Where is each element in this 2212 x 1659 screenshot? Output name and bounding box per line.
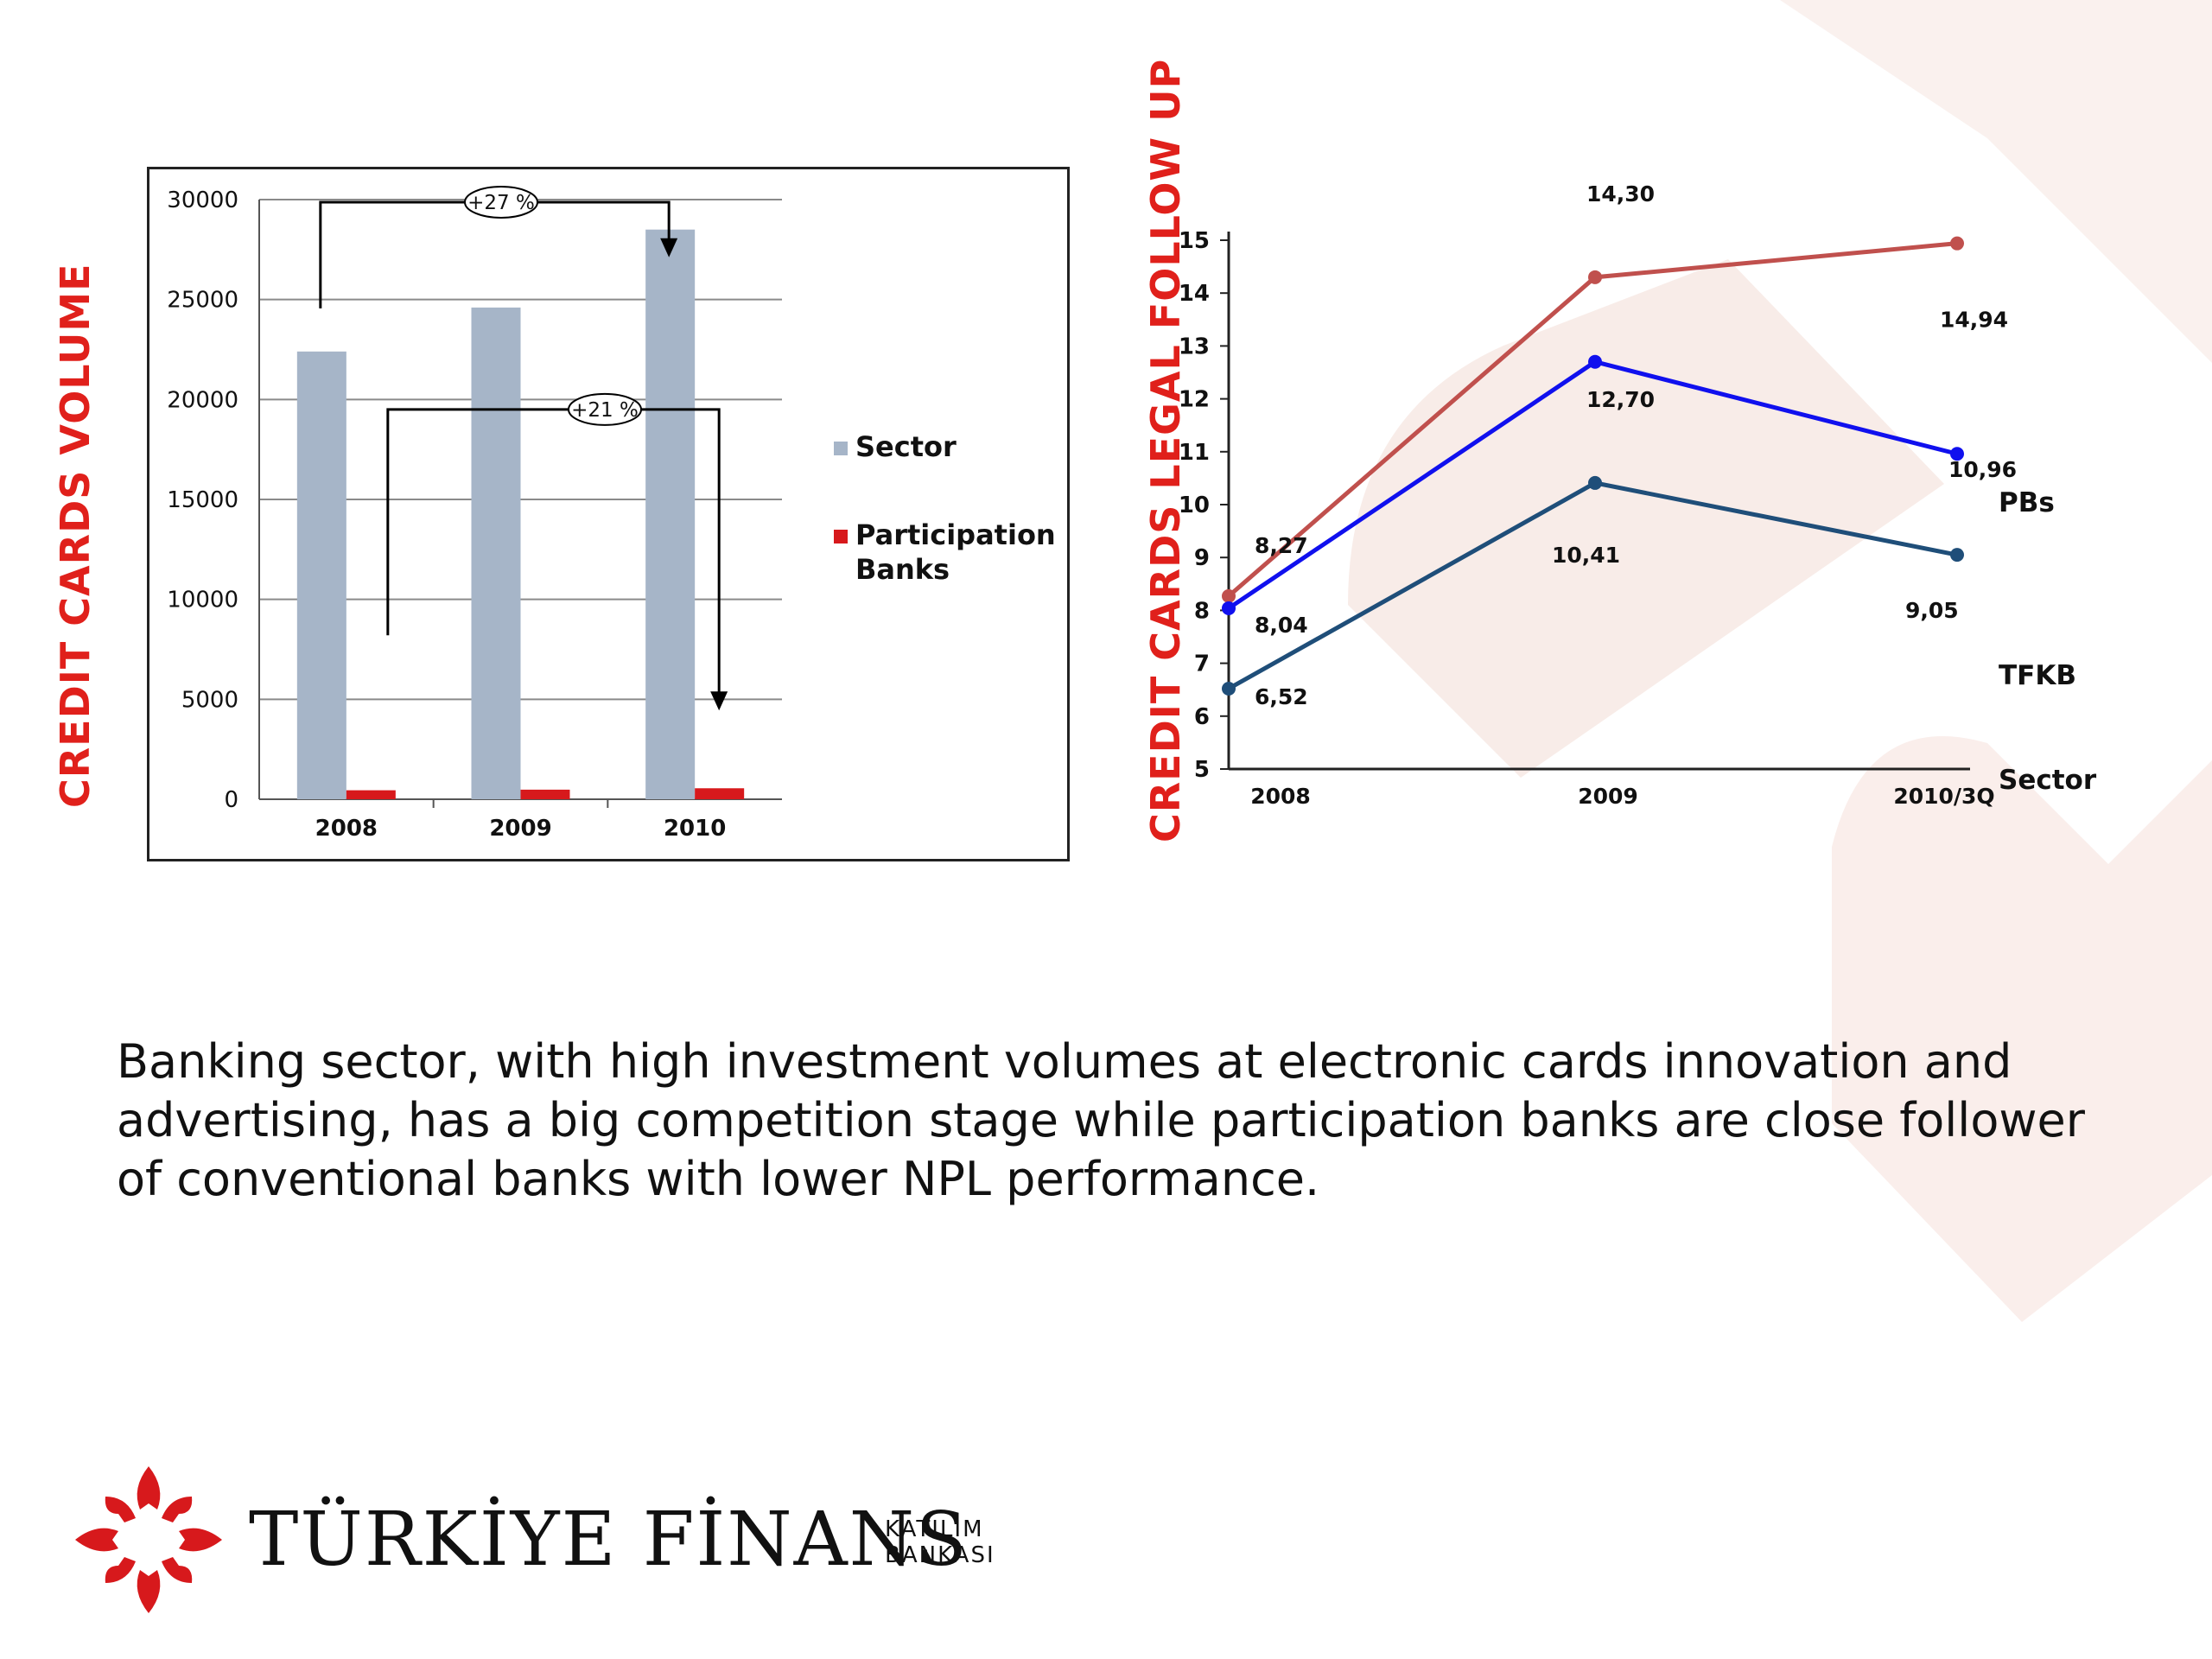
point-pbs <box>1222 588 1236 603</box>
legend-label-participation-line1: Participation <box>855 518 1056 551</box>
y-tick-label: 11 <box>1179 440 1210 466</box>
y-tick-label: 15000 <box>167 487 238 513</box>
data-label-tfkb: 8,04 <box>1255 613 1308 638</box>
data-label-sector: 9,05 <box>1905 598 1959 623</box>
point-sector <box>1950 548 1964 563</box>
y-tick-label: 25000 <box>167 288 238 314</box>
y-tick-label: 10000 <box>167 588 238 613</box>
caption-text: Banking sector, with high investment vol… <box>117 1034 2085 1206</box>
point-sector <box>1222 681 1236 696</box>
data-label-tfkb: 12,70 <box>1586 387 1655 412</box>
series-label-sector: Sector <box>1999 765 2097 796</box>
legal-chart: 5 6 7 8 9 10 11 12 13 14 15 2008 2009 2010/3Q 8,27 14,3… <box>1179 181 2097 809</box>
x-tick-label: 2008 <box>315 816 378 842</box>
brand-subtitle-line1: KATILIM <box>885 1516 984 1542</box>
y-tick-label: 9 <box>1194 545 1210 571</box>
y-tick-label: 13 <box>1179 334 1210 359</box>
data-label-pbs: 14,30 <box>1586 181 1655 207</box>
point-pbs <box>1950 236 1964 251</box>
brand-subtitle-line2: BANKASI <box>885 1542 995 1568</box>
legend-label-participation-line2: Banks <box>855 553 950 586</box>
volume-chart-title: CREDIT CARDS VOLUME <box>52 263 99 808</box>
x-tick-label: 2010/3Q <box>1893 784 1994 809</box>
x-tick-label: 2010 <box>664 816 726 842</box>
bar-sector <box>645 229 696 799</box>
bar-sector <box>471 307 521 799</box>
annotation-sector-growth: +27 % <box>467 192 535 214</box>
data-label-sector: 10,41 <box>1552 543 1620 568</box>
bar-participation-banks <box>346 790 396 799</box>
annotation-participation-growth: +21 % <box>571 399 639 422</box>
x-tick-label: 2009 <box>1578 784 1638 809</box>
annotation-bubble <box>568 392 642 426</box>
arrowhead <box>710 691 728 711</box>
y-tick-label: 8 <box>1194 598 1210 624</box>
volume-chart-frame <box>147 167 1070 861</box>
line-sector <box>1227 480 1958 691</box>
data-label-sector: 6,52 <box>1255 684 1308 709</box>
y-tick-label: 10 <box>1179 493 1210 518</box>
arrowhead <box>660 238 678 257</box>
y-tick-label: 12 <box>1179 387 1210 413</box>
y-tick-label: 20000 <box>167 387 238 413</box>
bar-participation-banks <box>695 788 745 799</box>
legend-label-sector: Sector <box>855 430 957 463</box>
y-tick-label: 15 <box>1179 228 1210 254</box>
y-tick-label: 5000 <box>181 687 238 713</box>
series-label-tfkb: TFKB <box>1999 660 2076 691</box>
data-label-tfkb: 10,96 <box>1948 457 2017 482</box>
brand-subtitle: KATILIM BANKASI <box>885 1516 995 1568</box>
x-tick-label: 2008 <box>1250 784 1311 809</box>
bar-sector <box>296 351 346 799</box>
series-label-pbs: PBs <box>1999 487 2055 518</box>
legend-swatch-sector <box>834 442 848 455</box>
turkiye-finans-logo-icon <box>75 1466 222 1613</box>
point-tfkb <box>1588 354 1602 369</box>
y-tick-label: 30000 <box>167 188 238 213</box>
brand-name: TÜRKİYE FİNANS <box>249 1497 969 1583</box>
y-tick-label: 5 <box>1194 757 1210 783</box>
point-sector <box>1588 475 1602 490</box>
y-tick-label: 14 <box>1179 281 1210 307</box>
point-tfkb <box>1222 601 1236 615</box>
data-label-pbs: 8,27 <box>1255 533 1308 558</box>
annotation-bubble <box>464 186 538 219</box>
volume-chart: 0 5000 10000 15000 20000 25000 30000 2008 2009 20… <box>167 186 1056 842</box>
y-tick-label: 0 <box>224 787 238 813</box>
x-tick-label: 2009 <box>489 816 551 842</box>
data-label-pbs: 14,94 <box>1940 308 2008 333</box>
bar-participation-banks <box>520 789 570 799</box>
point-tfkb <box>1950 447 1964 461</box>
y-tick-label: 6 <box>1194 704 1210 730</box>
growth-arrow-participation <box>386 408 721 702</box>
y-tick-label: 7 <box>1194 652 1210 677</box>
point-pbs <box>1588 270 1602 284</box>
legend-swatch-participation-banks <box>834 530 848 543</box>
